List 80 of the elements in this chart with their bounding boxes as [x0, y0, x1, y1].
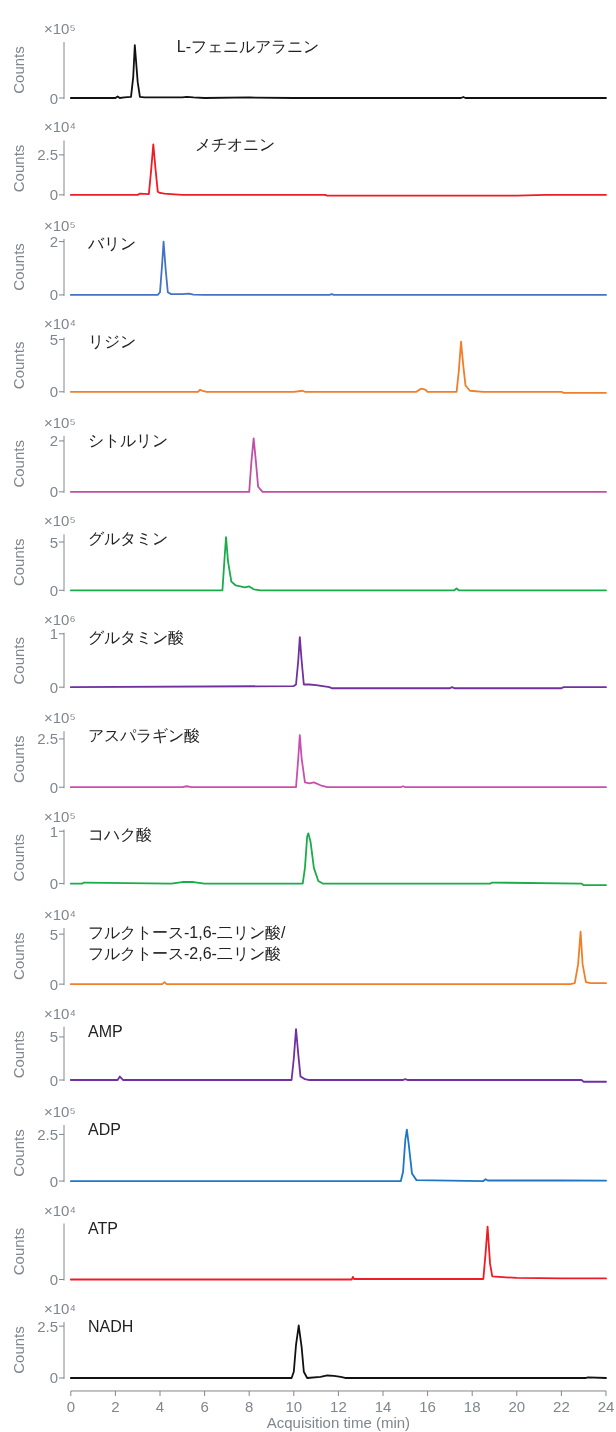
y-tick-label: 5: [49, 1028, 58, 1046]
y-axis-title: Counts: [10, 932, 27, 980]
chart-title: グルタミン: [88, 530, 168, 548]
chart-title: コハク酸: [88, 825, 152, 843]
chart-title: バリン: [87, 234, 136, 252]
y-tick-label: 1: [49, 625, 58, 643]
y-tick-label: 0: [49, 1369, 58, 1387]
y-tick-label: 0: [49, 581, 58, 599]
y-axis-title: Counts: [10, 1227, 27, 1276]
y-axis-title: Counts: [10, 1129, 27, 1177]
y-tick-label: 2: [49, 233, 58, 251]
chart-title: NADH: [88, 1317, 134, 1335]
text: ×10⁴: [44, 1299, 76, 1317]
y-axis-title: Counts: [10, 341, 27, 390]
x-tick-label: 16: [419, 1397, 436, 1415]
chart-title: グルタミン酸: [88, 628, 184, 646]
y-axis-title: Counts: [10, 1030, 27, 1079]
x-tick-label: 12: [330, 1397, 347, 1415]
chart-title: メチオニン: [195, 136, 276, 154]
y-tick-label: 5: [49, 925, 58, 943]
y-tick-label: 0: [49, 1172, 58, 1190]
y-tick-label: 0: [49, 483, 58, 501]
x-tick-label: 14: [374, 1397, 392, 1415]
x-tick-label: 8: [245, 1397, 254, 1415]
y-tick-label: 2.5: [37, 146, 58, 164]
y-tick-label: 0: [49, 778, 58, 796]
text: ×10⁴: [44, 1201, 76, 1219]
y-axis-title: Counts: [10, 1326, 27, 1374]
text: ×10⁴: [44, 118, 76, 136]
text: ×10⁵: [44, 413, 76, 431]
y-axis-title: Counts: [10, 538, 27, 587]
x-tick-label: 0: [66, 1397, 75, 1415]
y-tick-label: 0: [49, 975, 58, 993]
text: ×10⁵: [44, 807, 76, 825]
text: ×10⁴: [44, 906, 76, 924]
y-tick-label: 2: [49, 432, 58, 450]
y-tick-label: 0: [49, 186, 58, 204]
text: ×10⁵: [44, 1103, 76, 1121]
text: ×10⁵: [44, 709, 76, 727]
y-tick-label: 2.5: [37, 1125, 58, 1143]
y-tick-label: 2.5: [37, 1317, 58, 1335]
text: ×10⁶: [44, 610, 76, 628]
chart-title: フルクトース-1,6-二リン酸/ フルクトース-2,6-二リン酸: [88, 924, 286, 963]
chart-title: ATP: [88, 1219, 118, 1237]
y-tick-label: 0: [49, 286, 58, 304]
y-tick-label: 5: [49, 533, 58, 551]
x-tick-label: 6: [200, 1397, 209, 1415]
y-axis-title: Counts: [10, 440, 27, 488]
x-tick-label: 24: [597, 1397, 615, 1415]
x-tick-label: 4: [155, 1397, 165, 1415]
text: ×10⁴: [44, 315, 76, 333]
x-tick-label: 10: [285, 1397, 303, 1415]
x-axis-title: Acquisition time (min): [266, 1414, 411, 1431]
chart-title: シトルリン: [88, 431, 168, 449]
x-tick-label: 2: [111, 1397, 120, 1415]
y-tick-label: 0: [49, 678, 58, 696]
text: ×10⁴: [44, 1004, 76, 1022]
x-tick-label: 22: [553, 1397, 570, 1415]
chart-title: AMP: [88, 1022, 123, 1040]
y-axis-title: Counts: [10, 243, 27, 291]
y-axis-title: Counts: [10, 46, 27, 94]
y-tick-label: 5: [49, 330, 58, 348]
y-tick-label: 0: [49, 875, 58, 893]
y-tick-label: 0: [49, 1071, 58, 1089]
text: ×10⁵: [44, 20, 76, 37]
x-tick-label: 18: [463, 1397, 481, 1415]
chart-title: L-フェニルアラニン: [176, 38, 320, 55]
y-axis-title: Counts: [10, 833, 27, 882]
chart-title: ADP: [88, 1121, 121, 1139]
y-axis-title: Counts: [10, 144, 27, 193]
y-tick-label: 1: [49, 822, 58, 840]
y-tick-label: 0: [49, 383, 58, 401]
chart-title: リジン: [88, 333, 136, 351]
y-tick-label: 2.5: [37, 730, 58, 748]
text: ×10⁵: [44, 216, 76, 234]
y-axis-title: Counts: [10, 636, 27, 685]
x-tick-label: 20: [508, 1397, 526, 1415]
chart-title: アスパラギン酸: [88, 727, 200, 745]
y-axis-title: Counts: [10, 735, 27, 783]
text: ×10⁵: [44, 512, 76, 530]
